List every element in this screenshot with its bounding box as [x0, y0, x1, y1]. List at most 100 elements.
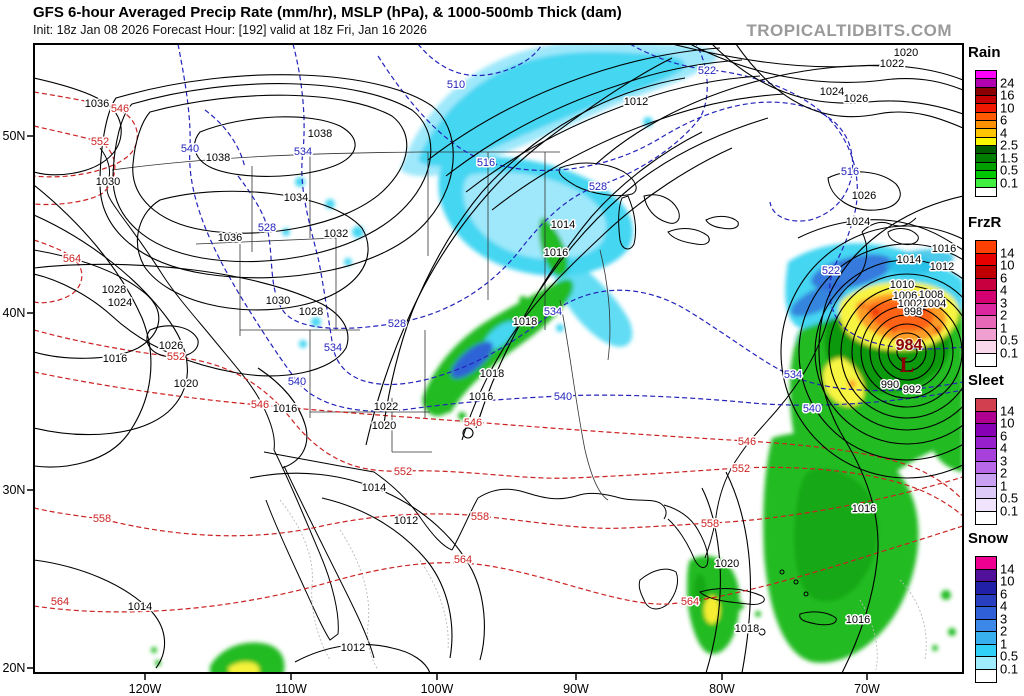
legend-value: 14 — [1000, 561, 1015, 576]
lat-label: 50N — [3, 129, 26, 143]
legend-color-cell — [976, 328, 996, 341]
contour-label: 1036 — [85, 98, 109, 110]
contour-label: 1016 — [932, 243, 956, 255]
legend-value: 10 — [1000, 257, 1015, 273]
contour-label: 528 — [258, 222, 276, 234]
contour-label: 1004 — [922, 298, 946, 310]
thickness-cold-labels: 510 516 516 522 522 528 528 528 534 534 534 534 540 5… — [179, 64, 860, 417]
legend-section-sleet: Sleet 14 10 6 4 3 2 1 0.5 0.1 — [968, 372, 1024, 696]
contour-label: 558 — [471, 511, 489, 523]
legend-color-cell — [976, 499, 996, 512]
contour-label: 510 — [447, 79, 465, 91]
contour-label: 1012 — [624, 96, 648, 108]
contour-label: 1020 — [894, 47, 918, 59]
contour-label: 552 — [91, 136, 109, 148]
contour-label: 1028 — [299, 306, 323, 318]
legend-color-cell — [976, 569, 996, 582]
legend-section-frzr: FrzR 14 10 6 4 3 2 1 0.5 0.1 — [968, 214, 1024, 598]
legend-color-cell — [976, 179, 996, 188]
legend-color-cell — [976, 187, 996, 196]
legend-colorbar — [975, 240, 997, 367]
contour-label: 1016 — [103, 353, 127, 365]
legend-color-cell — [976, 120, 996, 130]
legend-color-cell — [976, 424, 996, 437]
contour-label: 558 — [701, 518, 719, 530]
page-title: GFS 6-hour Averaged Precip Rate (mm/hr),… — [33, 4, 622, 21]
contour-label: 534 — [294, 146, 312, 158]
legend-value: 0.5 — [1000, 332, 1019, 348]
contour-label: 528 — [388, 318, 406, 330]
legend-value: 14 — [1000, 245, 1015, 260]
contour-label: 998 — [904, 306, 922, 318]
legend-value: 1 — [1000, 320, 1008, 335]
contour-label: 1026 — [852, 190, 876, 202]
lon-label: 90W — [563, 682, 589, 696]
contour-label: 1024 — [820, 86, 844, 98]
legend-color-cell — [976, 607, 996, 620]
contour-label: 522 — [822, 265, 840, 277]
legend-title: Sleet — [968, 372, 1004, 389]
geography-coastlines — [99, 147, 919, 659]
contour-label: 558 — [93, 513, 111, 525]
axis-labels: 50N 40N 30N 20N 120W 110W 100W 90W 80W 70W — [3, 129, 881, 696]
mslp-labels: 1036 1038 1038 1034 1036 1032 1030 1030 1028 1028… — [83, 46, 957, 656]
contour-label: 1030 — [266, 295, 290, 307]
legend-color-cell — [976, 87, 996, 96]
legend-colorbar — [975, 398, 997, 525]
legend-color-cell — [976, 582, 996, 595]
legend-value: 2 — [1000, 465, 1008, 481]
lat-label: 40N — [3, 306, 26, 320]
contour-label: 1014 — [362, 482, 386, 494]
lon-label: 80W — [709, 682, 735, 696]
contour-label: 516 — [477, 157, 495, 169]
contour-label: 1018 — [735, 623, 759, 635]
legend-value: 1 — [1000, 478, 1008, 493]
contour-label: 1022 — [880, 58, 904, 70]
legend-color-cell — [976, 594, 996, 607]
contour-label: 1018 — [480, 368, 504, 380]
contour-label: 534 — [784, 369, 802, 381]
contour-label: 1032 — [324, 228, 348, 240]
contour-label: 1038 — [206, 152, 230, 164]
contour-label: 1024 — [108, 297, 132, 309]
legend-color-cell — [976, 669, 996, 682]
legend-color-cell — [976, 632, 996, 645]
legend-value: 1.5 — [1000, 150, 1019, 165]
legend-value: 0.5 — [1000, 162, 1019, 178]
contour-label: 528 — [589, 181, 607, 193]
low-pressure-value: 984 — [896, 337, 923, 354]
contour-label: 540 — [181, 143, 199, 155]
contour-label: 516 — [841, 166, 859, 178]
contour-label: 1016 — [469, 391, 493, 403]
legend-color-cell — [976, 71, 996, 80]
contour-label: 1020 — [372, 420, 396, 432]
contour-label: 540 — [554, 391, 572, 403]
contour-label: 564 — [454, 554, 472, 566]
legend-color-cell — [976, 241, 996, 254]
contour-label: 546 — [111, 103, 129, 115]
legend-value: 6 — [1000, 586, 1008, 601]
contour-label: 564 — [63, 253, 81, 265]
legend-color-cell — [976, 79, 996, 88]
legend-color-cell — [976, 341, 996, 354]
legend-color-cell — [976, 291, 996, 304]
contour-label: 1020 — [715, 558, 739, 570]
legend-section-rain: Rain 24 16 10 6 4 2.5 1.5 0.5 0.1 — [968, 44, 1024, 258]
lon-label: 100W — [421, 682, 454, 696]
geography-borders — [111, 151, 611, 501]
contour-label: 1016 — [846, 614, 870, 626]
legend-color-cell — [976, 266, 996, 279]
contour-label: 546 — [464, 417, 482, 429]
legend-colorbar — [975, 556, 997, 683]
legend-color-cell — [976, 619, 996, 632]
legend-color-cell — [976, 129, 996, 138]
contour-label: 1016 — [544, 247, 568, 259]
legend-title: Snow — [968, 530, 1008, 547]
legend-color-cell — [976, 253, 996, 266]
legend-value: 0.5 — [1000, 490, 1019, 506]
contour-label: 546 — [738, 436, 756, 448]
legend-value: 2 — [1000, 307, 1008, 323]
mslp-contours — [34, 44, 963, 673]
